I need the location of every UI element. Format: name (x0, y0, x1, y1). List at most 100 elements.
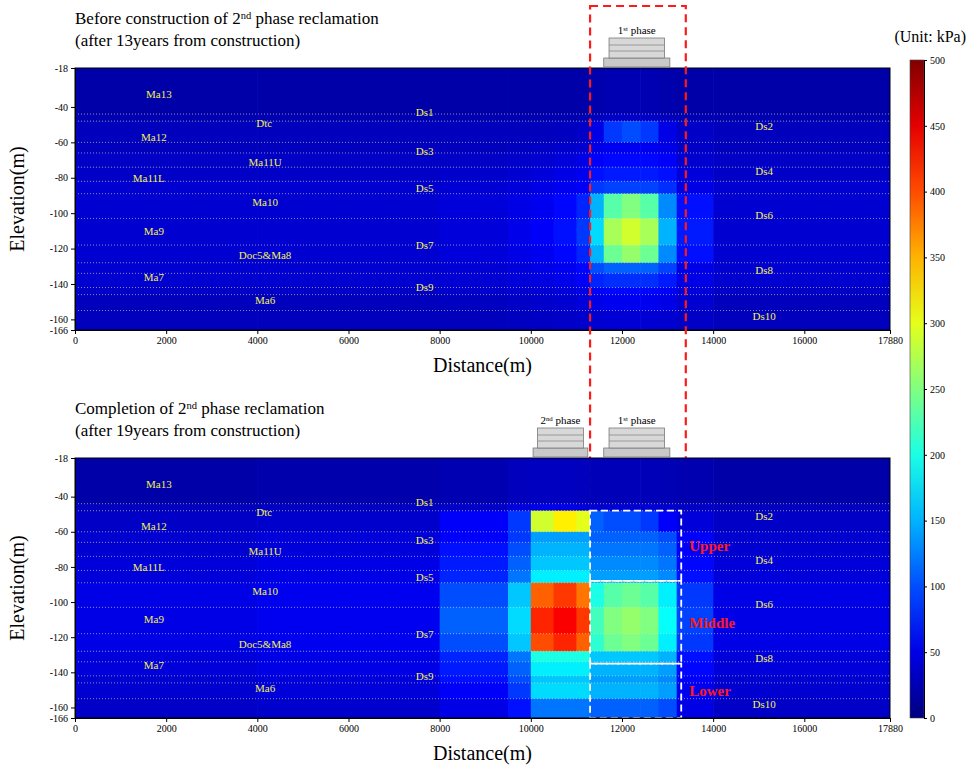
layer-boundary (75, 114, 890, 115)
cell (531, 288, 554, 296)
cell (677, 556, 714, 571)
layer-label: Ds10 (753, 310, 777, 322)
cell (640, 194, 659, 219)
y-tick-label: -80 (55, 562, 68, 573)
y-tick-label: -18 (55, 453, 68, 464)
building (533, 428, 588, 457)
heatmap-cells (75, 68, 890, 330)
cell (640, 114, 659, 122)
x-tick: 0 (73, 330, 78, 346)
cell (440, 504, 509, 512)
building (604, 38, 670, 67)
cell (440, 68, 509, 115)
colorbar-tick-label: 100 (930, 581, 945, 592)
cell (576, 288, 590, 296)
cell (658, 218, 677, 245)
y-tick-mark (71, 178, 75, 179)
cell (257, 504, 440, 512)
cell (257, 532, 440, 543)
layer-label: Ds9 (416, 670, 434, 682)
cell (75, 273, 258, 288)
cell (75, 683, 258, 699)
cell (713, 683, 890, 699)
colorbar-tick-mark (924, 718, 927, 719)
cell (622, 218, 641, 245)
y-tick-mark (71, 672, 75, 673)
cell (257, 114, 440, 122)
layer-boundary (75, 152, 890, 153)
cell (508, 532, 531, 543)
cell (554, 556, 577, 571)
x-tick-label: 17880 (878, 335, 903, 346)
cell (622, 542, 641, 557)
cell (622, 311, 641, 330)
cell (658, 458, 677, 504)
layer-label: Ma11U (248, 156, 281, 168)
cell (590, 288, 604, 296)
x-tick-label: 4000 (248, 723, 268, 734)
cell (75, 651, 258, 662)
cell (622, 583, 641, 608)
y-tick-mark (71, 284, 75, 285)
cell (622, 114, 641, 122)
cell (640, 542, 659, 557)
x-axis-line (76, 331, 891, 335)
y-tick: -40 (55, 491, 75, 502)
layer-label: Ds2 (755, 510, 773, 522)
cell (713, 542, 890, 557)
y-tick: -80 (55, 172, 75, 183)
cell (75, 583, 258, 608)
cell (590, 311, 604, 330)
building-line (537, 435, 583, 436)
region-label: Middle (689, 615, 735, 631)
cell (677, 583, 714, 608)
cell (590, 458, 604, 504)
cell (590, 634, 604, 652)
cell (531, 263, 554, 274)
layer-label: Ma9 (144, 225, 165, 237)
cell (554, 142, 577, 153)
cell (713, 583, 890, 608)
cell (257, 583, 440, 608)
cell (640, 153, 659, 168)
layer-boundary (75, 503, 890, 504)
cell (590, 607, 604, 634)
cell (531, 68, 554, 115)
x-tick: 2000 (157, 330, 177, 346)
cell (658, 167, 677, 182)
cell (622, 263, 641, 274)
cell (531, 458, 554, 504)
colorbar-title: (Unit: kPa) (894, 28, 966, 46)
layer-label: Ds7 (416, 239, 434, 251)
y-tick: -160 (50, 702, 75, 713)
panel-title: Completion of 2nd phase reclamation (75, 399, 325, 418)
cell (531, 556, 554, 571)
x-tick-mark (713, 330, 714, 334)
cell (590, 245, 604, 263)
layer-label: Ds3 (416, 534, 434, 546)
cell (576, 245, 590, 263)
y-tick-label: -120 (50, 243, 68, 254)
cell (576, 511, 590, 533)
cell (257, 607, 440, 634)
cell (590, 295, 604, 312)
region-label: Lower (689, 683, 731, 699)
cell (576, 458, 590, 504)
colorbar-tick: 50 (924, 647, 940, 658)
cell (658, 607, 677, 634)
y-tick-label: -166 (50, 713, 68, 724)
colorbar-tick-mark (924, 455, 927, 456)
cell (604, 194, 623, 219)
cell (440, 218, 509, 245)
cell (677, 153, 714, 168)
y-tick-mark (71, 637, 75, 638)
colorbar-axis-line (925, 61, 928, 719)
cell (440, 194, 509, 219)
cell (554, 263, 577, 274)
cell (554, 295, 577, 312)
layer-label: Doc5&Ma8 (239, 638, 292, 650)
layer-label: Ma6 (255, 682, 276, 694)
cell (640, 634, 659, 652)
cell (713, 676, 890, 684)
cell (508, 153, 531, 168)
